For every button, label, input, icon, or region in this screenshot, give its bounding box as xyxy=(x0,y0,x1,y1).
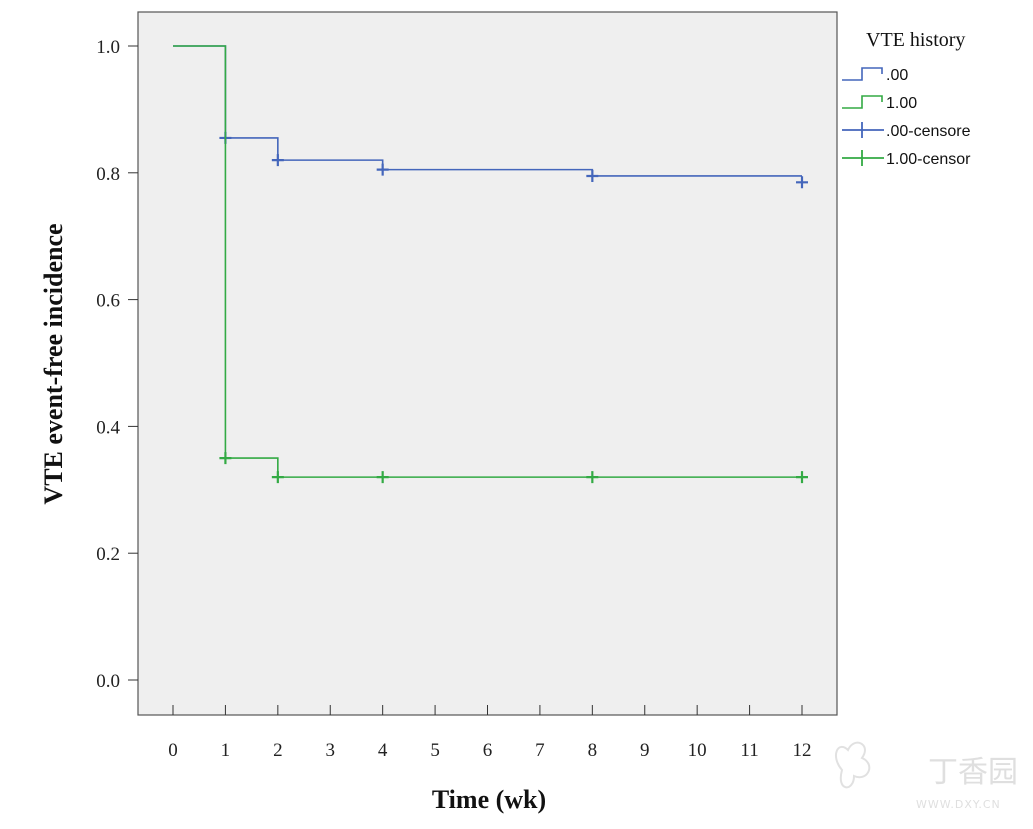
x-tick-label: 11 xyxy=(740,740,758,761)
plot-area xyxy=(137,11,838,716)
y-tick-label: 0.2 xyxy=(96,544,120,565)
y-tick-label: 0.4 xyxy=(96,417,120,438)
x-tick-label: 5 xyxy=(430,740,440,761)
censor-mark-0 xyxy=(796,176,808,189)
x-tick-label: 8 xyxy=(588,740,598,761)
series-layer xyxy=(173,45,808,484)
legend-label: 1.00 xyxy=(886,95,917,112)
legend-censor-swatch xyxy=(842,122,884,138)
watermark: 丁香园 WWW.DXY.CN xyxy=(834,741,1018,811)
x-tick-label: 2 xyxy=(273,740,283,761)
y-tick-label: 1.0 xyxy=(96,37,120,58)
legend: VTE history .00 1.00 .00-censore 1.00-censo… xyxy=(842,29,971,168)
legend-censor-swatch xyxy=(842,150,884,166)
legend-line-swatch xyxy=(842,67,883,81)
censor-mark-0 xyxy=(376,163,389,176)
x-tick-label: 6 xyxy=(483,740,493,761)
legend-line-swatch xyxy=(842,95,883,109)
legend-label: .00 xyxy=(886,67,908,84)
x-tick-label: 10 xyxy=(688,740,707,761)
censor-mark-1 xyxy=(796,471,808,484)
censor-mark-0 xyxy=(271,154,284,167)
censor-mark-1 xyxy=(586,471,599,484)
x-tick-label: 0 xyxy=(168,740,178,761)
legend-label: .00-censore xyxy=(886,123,971,140)
watermark-flower-icon xyxy=(834,741,871,789)
y-tick-label: 0.6 xyxy=(96,291,120,312)
censor-mark-1 xyxy=(271,471,284,484)
watermark-brand: 丁香园 xyxy=(928,755,1018,790)
x-tick-label: 3 xyxy=(326,740,336,761)
legend-label: 1.00-censor xyxy=(886,151,971,168)
y-tick-label: 0.8 xyxy=(96,164,120,185)
x-tick-label: 4 xyxy=(378,740,388,761)
censor-mark-0 xyxy=(586,169,599,182)
censor-mark-1 xyxy=(219,452,232,465)
series-line-1 xyxy=(173,45,802,478)
x-axis: 0 1 2 3 4 5 6 7 8 9 10 11 12 xyxy=(168,705,812,761)
censor-mark-1 xyxy=(376,471,389,484)
watermark-url: WWW.DXY.CN xyxy=(916,798,1001,811)
x-tick-label: 1 xyxy=(221,740,231,761)
x-axis-title: Time (wk) xyxy=(432,785,546,814)
legend-title: VTE history xyxy=(866,29,965,51)
x-tick-label: 9 xyxy=(640,740,650,761)
y-axis-title: VTE event-free incidence xyxy=(39,223,68,504)
x-tick-label: 7 xyxy=(535,740,545,761)
x-tick-label: 12 xyxy=(793,740,812,761)
y-axis: 0.0 0.2 0.4 0.6 0.8 1.0 xyxy=(96,37,138,692)
y-tick-label: 0.0 xyxy=(96,671,120,692)
